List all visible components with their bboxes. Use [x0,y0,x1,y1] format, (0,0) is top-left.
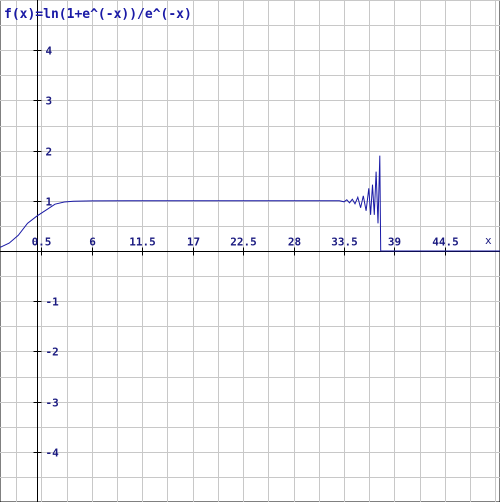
y-tick-label: -2 [46,346,59,359]
x-tick-label: 33.5 [331,236,358,249]
y-tick-label: 1 [46,196,53,209]
axis-ticks: 0.5 6 11.5 17 22.5 28 33.5 39 44.5 4 3 2 1 -1 -2 -3 -4 [32,45,459,460]
y-tick-label: -4 [46,447,60,460]
x-tick-label: 11.5 [129,236,156,249]
x-tick-label: 28 [288,236,301,249]
y-tick-label: 4 [46,45,53,58]
y-tick-label: 3 [46,95,53,108]
y-tick-label: -1 [46,296,60,309]
y-tick-label: -3 [46,397,59,410]
series-layer [0,155,500,252]
series-line [0,155,500,252]
x-tick-label: 6 [89,236,96,249]
x-tick-label: 17 [187,236,200,249]
y-tick-label: 2 [46,146,53,159]
x-axis-label: x [485,234,492,247]
x-tick-label: 44.5 [432,236,459,249]
chart-title: f(x)=ln(1+e^(-x))/e^(-x) [4,7,192,22]
x-tick-label: 0.5 [32,236,52,249]
x-tick-label: 22.5 [230,236,257,249]
x-tick-label: 39 [388,236,401,249]
